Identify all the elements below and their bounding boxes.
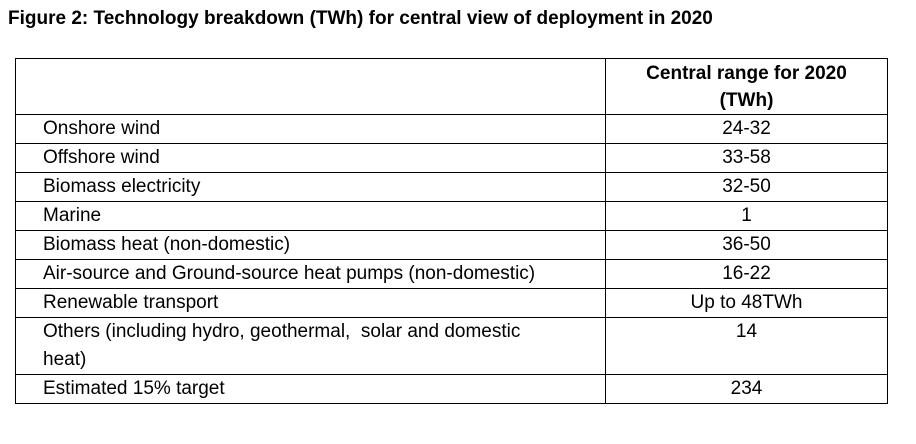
technology-cell: Others (including hydro, geothermal, sol… [15,317,606,375]
technology-cell: Estimated 15% target [15,374,606,404]
table-row: Onshore wind 24-32 [15,114,888,144]
header-row: Central range for 2020 (TWh) [15,58,888,115]
technology-cell: Biomass heat (non-domestic) [15,230,606,260]
table-row: Biomass electricity 32-50 [15,172,888,202]
header-blank [15,58,606,115]
range-cell: 32-50 [605,172,888,202]
range-cell: 24-32 [605,114,888,144]
table-row: Estimated 15% target 234 [15,374,888,404]
technology-cell: Renewable transport [15,288,606,318]
figure-title: Figure 2: Technology breakdown (TWh) for… [8,8,713,29]
table-row: Marine 1 [15,201,888,231]
table-row: Offshore wind 33-58 [15,143,888,173]
range-cell: 36-50 [605,230,888,260]
range-cell: 16-22 [605,259,888,289]
data-table: Central range for 2020 (TWh) Onshore win… [15,58,888,404]
table-row: Biomass heat (non-domestic) 36-50 [15,230,888,260]
technology-cell: Air-source and Ground-source heat pumps … [15,259,606,289]
range-cell: 1 [605,201,888,231]
table-body: Onshore wind 24-32 Offshore wind 33-58 Bioma… [15,114,888,404]
table-row: Renewable transport Up to 48TWh [15,288,888,318]
technology-cell: Biomass electricity [15,172,606,202]
range-cell: 33-58 [605,143,888,173]
table-row: Air-source and Ground-source heat pumps … [15,259,888,289]
header-cell: Central range for 2020 (TWh) [605,58,888,115]
range-cell: 14 [605,317,888,375]
range-cell: 234 [605,374,888,404]
technology-cell: Onshore wind [15,114,606,144]
range-cell: Up to 48TWh [605,288,888,318]
table-row: Others (including hydro, geothermal, sol… [15,317,888,375]
technology-cell: Offshore wind [15,143,606,173]
technology-cell: Marine [15,201,606,231]
